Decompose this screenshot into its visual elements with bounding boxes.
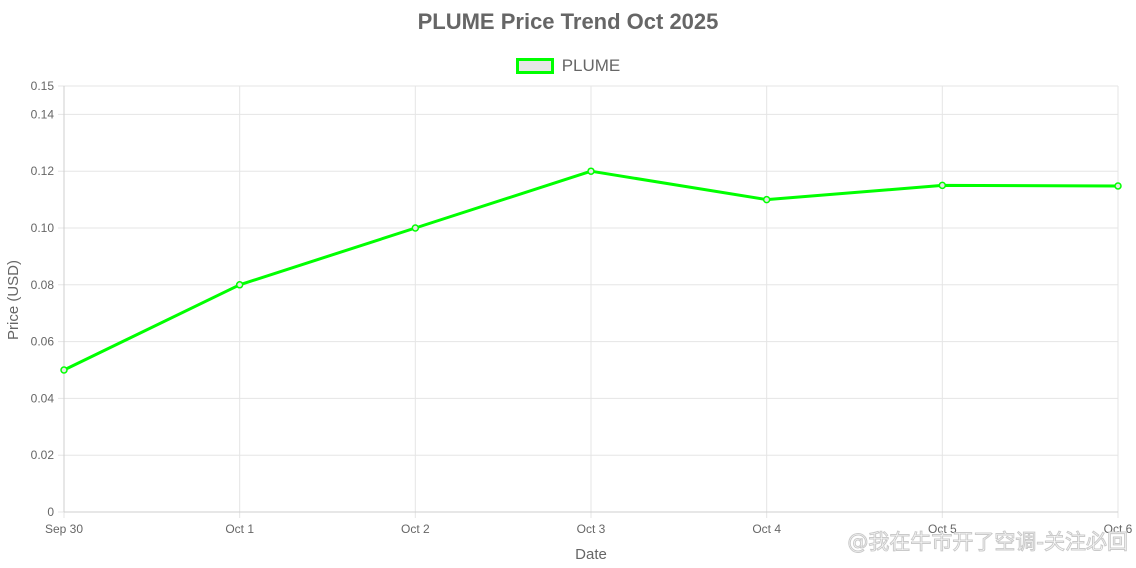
chart-title: PLUME Price Trend Oct 2025	[417, 9, 719, 34]
data-point	[762, 195, 771, 204]
watermark: @我在牛市开了空调-关注必回	[847, 530, 1129, 555]
data-point	[235, 281, 244, 289]
x-tick-label: Oct 5	[928, 522, 957, 536]
y-tick-label: 0.14	[31, 107, 55, 121]
axes	[63, 86, 1118, 513]
y-tick-label: 0.08	[31, 278, 55, 292]
x-tick-label: Oct 2	[401, 522, 430, 536]
y-tick-label: 0	[47, 505, 54, 519]
y-axis-label: Price (USD)	[5, 260, 22, 340]
y-tick-labels: 0 0.02 0.04 0.06 0.08 0.10 0.12 0.14 0.15	[31, 79, 55, 519]
x-tick-label: Oct 3	[577, 522, 606, 536]
legend-swatch-plume[interactable]	[515, 58, 554, 74]
data-point	[587, 167, 595, 175]
y-tick-label: 0.15	[31, 79, 55, 93]
data-point	[1114, 182, 1122, 190]
y-tick-label: 0.12	[31, 164, 55, 178]
data-point	[411, 224, 420, 232]
y-tick-label: 0.10	[31, 221, 55, 235]
series-plume	[60, 167, 1122, 374]
x-tick-label: Oct 4	[752, 522, 781, 536]
legend-label-plume[interactable]: PLUME	[561, 56, 621, 75]
legend[interactable]: PLUME	[0, 56, 1136, 76]
data-point	[938, 181, 947, 190]
x-tick-labels: Sep 30 Oct 1 Oct 2 Oct 3 Oct 4 Oct 5 Oct 6	[45, 522, 1133, 536]
x-axis-label: Date	[575, 546, 607, 563]
grid-lines	[58, 85, 1119, 518]
y-tick-label: 0.04	[31, 391, 55, 405]
data-point	[60, 366, 68, 374]
y-tick-label: 0.02	[31, 448, 55, 462]
x-tick-label: Oct 6	[1104, 522, 1133, 536]
x-tick-label: Sep 30	[45, 522, 83, 536]
y-tick-label: 0.06	[31, 335, 55, 349]
x-tick-label: Oct 1	[225, 522, 254, 536]
